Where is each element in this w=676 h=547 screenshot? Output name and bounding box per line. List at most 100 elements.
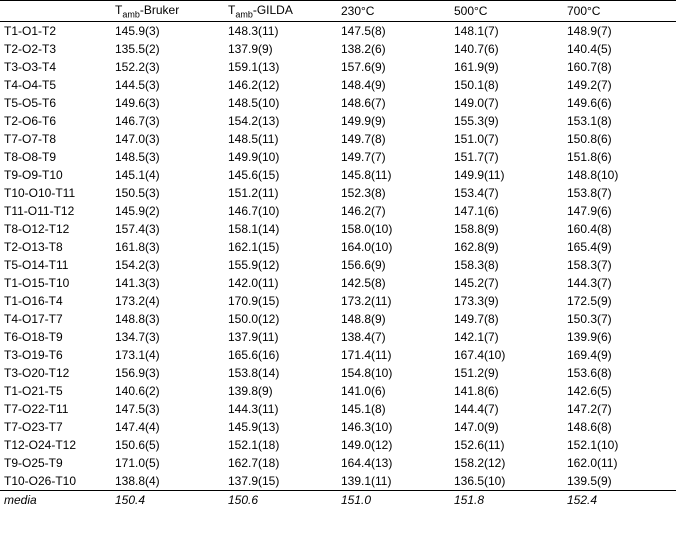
cell-value: 142.6(5): [563, 382, 676, 400]
cell-value: 146.2(12): [224, 76, 337, 94]
cell-value: 173.2(4): [111, 292, 224, 310]
cell-value: 145.1(4): [111, 166, 224, 184]
table-row: T1-O21-T5140.6(2)139.8(9)141.0(6)141.8(6…: [0, 382, 676, 400]
cell-value: 151.2(11): [224, 184, 337, 202]
cell-value: 137.9(9): [224, 40, 337, 58]
table-row: T9-O9-T10145.1(4)145.6(15)145.8(11)149.9…: [0, 166, 676, 184]
cell-value: 148.5(3): [111, 148, 224, 166]
cell-value: 159.1(13): [224, 58, 337, 76]
cell-value: 161.9(9): [450, 58, 563, 76]
row-label: T1-O21-T5: [0, 382, 111, 400]
cell-value: 148.1(7): [450, 22, 563, 41]
cell-value: 170.9(15): [224, 292, 337, 310]
cell-value: 145.9(3): [111, 22, 224, 41]
row-label: T7-O23-T7: [0, 418, 111, 436]
cell-value: 148.9(7): [563, 22, 676, 41]
cell-value: 142.5(8): [337, 274, 450, 292]
cell-value: 148.8(10): [563, 166, 676, 184]
cell-value: 148.6(8): [563, 418, 676, 436]
media-value: 152.4: [563, 491, 676, 510]
table-row: T7-O23-T7147.4(4)145.9(13)146.3(10)147.0…: [0, 418, 676, 436]
cell-value: 149.0(7): [450, 94, 563, 112]
cell-value: 148.8(9): [337, 310, 450, 328]
row-label: T1-O15-T10: [0, 274, 111, 292]
cell-value: 138.4(7): [337, 328, 450, 346]
cell-value: 158.0(10): [337, 220, 450, 238]
cell-value: 173.2(11): [337, 292, 450, 310]
cell-value: 158.2(12): [450, 454, 563, 472]
table-row: T11-O11-T12145.9(2)146.7(10)146.2(7)147.…: [0, 202, 676, 220]
cell-value: 144.5(3): [111, 76, 224, 94]
cell-value: 149.9(11): [450, 166, 563, 184]
cell-value: 152.6(11): [450, 436, 563, 454]
table-row: T7-O22-T11147.5(3)144.3(11)145.1(8)144.4…: [0, 400, 676, 418]
cell-value: 141.0(6): [337, 382, 450, 400]
cell-value: 171.4(11): [337, 346, 450, 364]
table-row: T10-O26-T10138.8(4)137.9(15)139.1(11)136…: [0, 472, 676, 491]
col-label-tamb-gilda: Tamb-GILDA: [224, 1, 337, 22]
cell-value: 151.0(7): [450, 130, 563, 148]
row-label: T10-O26-T10: [0, 472, 111, 491]
cell-value: 153.6(8): [563, 364, 676, 382]
cell-value: 149.7(8): [450, 310, 563, 328]
row-label: T2-O2-T3: [0, 40, 111, 58]
media-row: media150.4150.6151.0151.8152.4: [0, 491, 676, 510]
cell-value: 139.1(11): [337, 472, 450, 491]
cell-value: 134.7(3): [111, 328, 224, 346]
media-label: media: [0, 491, 111, 510]
table-row: T4-O4-T5144.5(3)146.2(12)148.4(9)150.1(8…: [0, 76, 676, 94]
cell-value: 139.5(9): [563, 472, 676, 491]
cell-value: 147.2(7): [563, 400, 676, 418]
cell-value: 150.0(12): [224, 310, 337, 328]
cell-value: 150.8(6): [563, 130, 676, 148]
cell-value: 135.5(2): [111, 40, 224, 58]
table-row: T5-O5-T6149.6(3)148.5(10)148.6(7)149.0(7…: [0, 94, 676, 112]
cell-value: 162.7(18): [224, 454, 337, 472]
row-label: T11-O11-T12: [0, 202, 111, 220]
row-label: T2-O13-T8: [0, 238, 111, 256]
row-label: T5-O14-T11: [0, 256, 111, 274]
cell-value: 153.8(14): [224, 364, 337, 382]
row-label: T3-O20-T12: [0, 364, 111, 382]
cell-value: 151.2(9): [450, 364, 563, 382]
cell-value: 145.6(15): [224, 166, 337, 184]
row-label: T2-O6-T6: [0, 112, 111, 130]
cell-value: 147.9(6): [563, 202, 676, 220]
row-label: T3-O3-T4: [0, 58, 111, 76]
media-value: 151.0: [337, 491, 450, 510]
col-label-500c: 500°C: [450, 1, 563, 22]
cell-value: 155.3(9): [450, 112, 563, 130]
table-row: T1-O16-T4173.2(4)170.9(15)173.2(11)173.3…: [0, 292, 676, 310]
row-label: T9-O25-T9: [0, 454, 111, 472]
col-label-tamb-bruker: Tamb-Bruker: [111, 1, 224, 22]
cell-value: 155.9(12): [224, 256, 337, 274]
table-header-row: Tamb-Bruker Tamb-GILDA 230°C 500°C 700°C: [0, 1, 676, 22]
table-row: T8-O8-T9148.5(3)149.9(10)149.7(7)151.7(7…: [0, 148, 676, 166]
table-row: T1-O15-T10141.3(3)142.0(11)142.5(8)145.2…: [0, 274, 676, 292]
media-value: 151.8: [450, 491, 563, 510]
cell-value: 152.2(3): [111, 58, 224, 76]
media-value: 150.6: [224, 491, 337, 510]
cell-value: 158.1(14): [224, 220, 337, 238]
cell-value: 147.4(4): [111, 418, 224, 436]
table-row: T8-O12-T12157.4(3)158.1(14)158.0(10)158.…: [0, 220, 676, 238]
cell-value: 157.6(9): [337, 58, 450, 76]
cell-value: 142.1(7): [450, 328, 563, 346]
cell-value: 137.9(15): [224, 472, 337, 491]
cell-value: 158.8(9): [450, 220, 563, 238]
cell-value: 145.1(8): [337, 400, 450, 418]
cell-value: 169.4(9): [563, 346, 676, 364]
cell-value: 173.3(9): [450, 292, 563, 310]
row-label: T12-O24-T12: [0, 436, 111, 454]
row-label: T10-O10-T11: [0, 184, 111, 202]
cell-value: 171.0(5): [111, 454, 224, 472]
cell-value: 149.7(8): [337, 130, 450, 148]
cell-value: 138.8(4): [111, 472, 224, 491]
cell-value: 153.4(7): [450, 184, 563, 202]
cell-value: 156.6(9): [337, 256, 450, 274]
table-row: T1-O1-T2145.9(3)148.3(11)147.5(8)148.1(7…: [0, 22, 676, 41]
angles-table: Tamb-Bruker Tamb-GILDA 230°C 500°C 700°C…: [0, 0, 676, 509]
table-row: T2-O2-T3135.5(2)137.9(9)138.2(6)140.7(6)…: [0, 40, 676, 58]
cell-value: 165.4(9): [563, 238, 676, 256]
cell-value: 153.1(8): [563, 112, 676, 130]
